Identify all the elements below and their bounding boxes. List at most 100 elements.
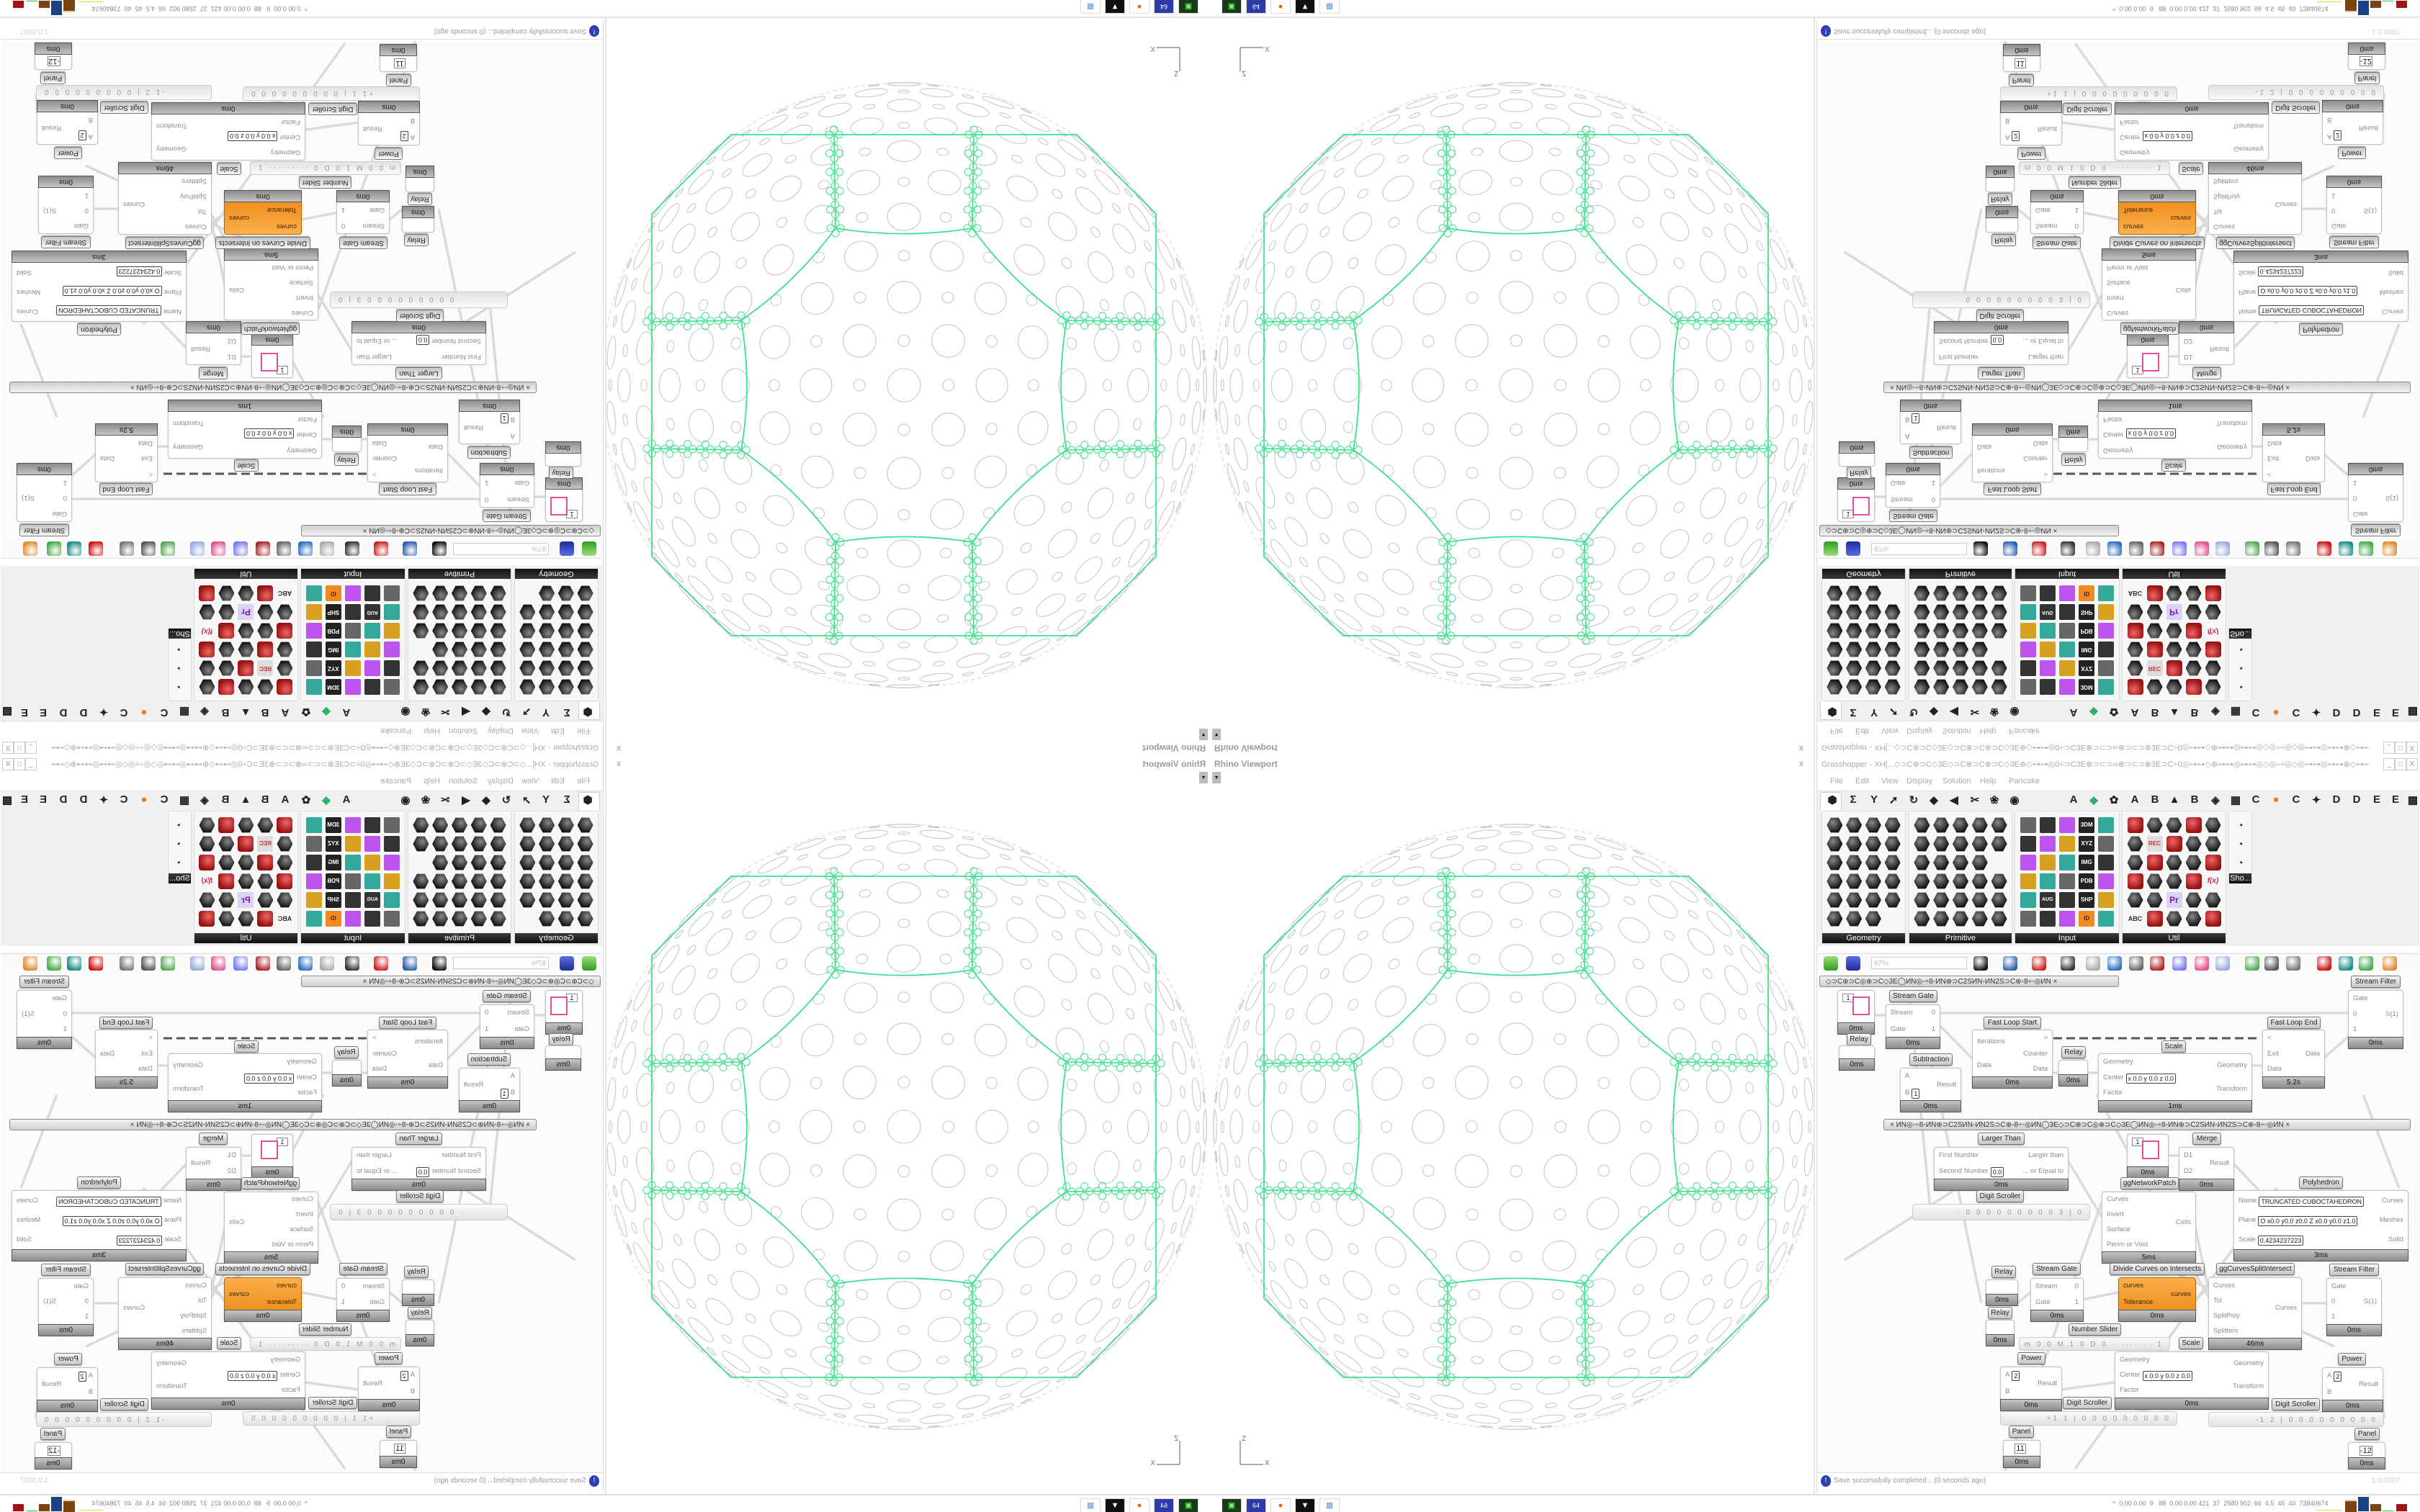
tab-plugin-1[interactable]: ◆ bbox=[2089, 794, 2098, 806]
input-component-icon[interactable] bbox=[2020, 892, 2036, 908]
input-port[interactable]: Invert bbox=[2107, 293, 2124, 302]
component-icon[interactable] bbox=[219, 604, 235, 620]
component-node[interactable]: 0ms bbox=[405, 166, 434, 192]
viewer-icon[interactable]: ◔ bbox=[176, 857, 183, 868]
grasshopper-canvas[interactable]: ◇⊃C⊕⊃C◎⊕⊃C◇3E◯ИN◎◦÷8◦ИN⊕⊃C2SИN◦ИN2S⊃C⊕◦8… bbox=[1817, 973, 2419, 1471]
expression-icon[interactable]: f(x) bbox=[201, 877, 213, 885]
component-icon[interactable] bbox=[2127, 623, 2143, 639]
tab-plugin-11[interactable]: C bbox=[120, 706, 128, 719]
component-node[interactable]: -12 0ms bbox=[2348, 42, 2385, 70]
input-port[interactable]: B bbox=[2327, 115, 2331, 124]
input-component-icon[interactable] bbox=[384, 642, 400, 657]
component-icon[interactable] bbox=[1933, 585, 1949, 601]
input-port[interactable]: Geometry bbox=[287, 1058, 317, 1066]
calculator-icon[interactable]: ▦ bbox=[1080, 1498, 1101, 1512]
output-port[interactable]: S(1) bbox=[2385, 494, 2398, 503]
component-icon[interactable] bbox=[490, 660, 506, 676]
input-port[interactable]: D2 bbox=[2184, 1167, 2192, 1176]
component-icon[interactable] bbox=[1953, 817, 1968, 833]
component-icon[interactable] bbox=[1865, 836, 1881, 852]
output-port[interactable]: Result bbox=[2038, 125, 2057, 133]
cluster-icon[interactable] bbox=[345, 956, 359, 971]
input-value[interactable]: 1 bbox=[500, 413, 508, 424]
component-icon[interactable] bbox=[258, 892, 274, 908]
menu-solution[interactable]: Solution bbox=[449, 777, 478, 786]
tab-plugin-2[interactable]: ✿ bbox=[301, 706, 311, 718]
input-component-icon[interactable] bbox=[305, 873, 322, 889]
menu-help[interactable]: Help bbox=[1980, 777, 1996, 786]
input-tile-icon[interactable]: XYZ bbox=[2079, 836, 2095, 852]
input-component-icon[interactable] bbox=[384, 836, 400, 852]
component-icon[interactable] bbox=[471, 892, 487, 908]
component-node[interactable]: curves Tolerance curves 0ms bbox=[224, 1277, 302, 1322]
tab-plugin-4[interactable]: B bbox=[261, 793, 269, 806]
tab-9[interactable]: ◉ bbox=[400, 794, 411, 806]
input-port[interactable]: Geometry bbox=[2103, 1058, 2133, 1066]
menu-pancake[interactable]: Pancake bbox=[2009, 726, 2040, 735]
input-port[interactable]: Tolerance bbox=[267, 205, 297, 214]
output-port[interactable]: Curves bbox=[123, 1304, 145, 1312]
tab-5[interactable]: ◆ bbox=[482, 794, 490, 806]
component-icon[interactable] bbox=[2166, 585, 2182, 601]
component-node[interactable]: 0ms bbox=[2058, 1060, 2088, 1086]
component-icon[interactable] bbox=[2205, 855, 2221, 870]
input-port[interactable]: Factor bbox=[2120, 117, 2139, 126]
input-port[interactable]: Gate bbox=[2035, 205, 2051, 214]
input-port[interactable]: Gate bbox=[514, 478, 529, 487]
input-value[interactable]: x 0.0 y 0.0 z 0.0 bbox=[243, 428, 295, 439]
node-label[interactable]: Merge bbox=[199, 367, 228, 379]
digit-scroller[interactable]: +1 1 | 0 0 0 0 0 0 0 0 0 bbox=[2000, 86, 2177, 101]
input-port[interactable]: Geometry bbox=[2120, 1356, 2150, 1364]
component-icon[interactable] bbox=[471, 911, 487, 927]
component-node[interactable]: Stream Gate 0 1 0ms bbox=[1886, 463, 1940, 508]
output-port[interactable]: Geometry bbox=[173, 442, 203, 451]
output-port[interactable]: 0 bbox=[2074, 222, 2079, 230]
input-value[interactable]: TRUNCATED CUBOCTAHEDRON bbox=[55, 305, 161, 316]
node-label[interactable]: Fast Loop End bbox=[99, 1017, 153, 1029]
component-icon[interactable] bbox=[2146, 642, 2163, 657]
component-icon[interactable] bbox=[1884, 855, 1901, 870]
node-label[interactable]: Polyhedron bbox=[2299, 1176, 2343, 1189]
component-icon[interactable] bbox=[413, 817, 429, 833]
maximize-button[interactable]: □ bbox=[2395, 742, 2406, 754]
expression-icon[interactable]: f(x) bbox=[2207, 627, 2219, 635]
component-icon[interactable] bbox=[519, 855, 535, 870]
component-icon[interactable] bbox=[1971, 836, 1988, 852]
component-icon[interactable] bbox=[471, 604, 487, 620]
tab-plugin-12[interactable]: ✦ bbox=[2311, 706, 2321, 718]
component-icon[interactable] bbox=[558, 679, 574, 695]
tab-1[interactable]: Σ bbox=[563, 706, 570, 719]
viewport-dropdown[interactable]: ▾ bbox=[1212, 772, 1221, 783]
component-icon[interactable] bbox=[218, 623, 235, 639]
component-icon[interactable] bbox=[558, 660, 574, 676]
node-label[interactable]: Digit Scroller bbox=[100, 1398, 148, 1410]
component-icon[interactable] bbox=[490, 623, 506, 639]
tab-plugin-3[interactable]: A bbox=[281, 706, 290, 719]
component-node[interactable]: -12 0ms bbox=[2348, 1442, 2385, 1470]
input-port[interactable]: 0 bbox=[85, 206, 89, 215]
component-icon[interactable] bbox=[2146, 873, 2163, 889]
preview-eye-icon[interactable] bbox=[2003, 541, 2017, 556]
cage-icon[interactable] bbox=[2245, 956, 2259, 971]
component-icon[interactable] bbox=[1914, 660, 1930, 676]
record-icon[interactable]: REC bbox=[257, 836, 274, 852]
component-icon[interactable] bbox=[238, 623, 254, 639]
tab-9[interactable]: ◉ bbox=[2009, 794, 2020, 806]
node-label[interactable]: Power bbox=[54, 1353, 82, 1365]
close-button[interactable]: X bbox=[2406, 742, 2418, 754]
component-icon[interactable] bbox=[578, 911, 593, 927]
rhino-viewport[interactable]: Rhino Viewport x ▾ Z X bbox=[606, 18, 1210, 756]
output-port[interactable]: 0 bbox=[2074, 1282, 2079, 1290]
component-icon[interactable] bbox=[413, 660, 429, 676]
input-port[interactable]: Exit bbox=[141, 1050, 153, 1058]
output-port[interactable]: Counter bbox=[2023, 454, 2048, 463]
input-port[interactable]: Exit bbox=[141, 454, 153, 463]
tab-plugin-5[interactable]: ▲ bbox=[240, 706, 251, 719]
gha-icon[interactable] bbox=[298, 956, 313, 971]
output-port[interactable]: Transform bbox=[2216, 419, 2247, 428]
tab-plugin-15[interactable]: E bbox=[2372, 706, 2380, 719]
tab-0[interactable]: ⬢ bbox=[1827, 794, 1837, 806]
